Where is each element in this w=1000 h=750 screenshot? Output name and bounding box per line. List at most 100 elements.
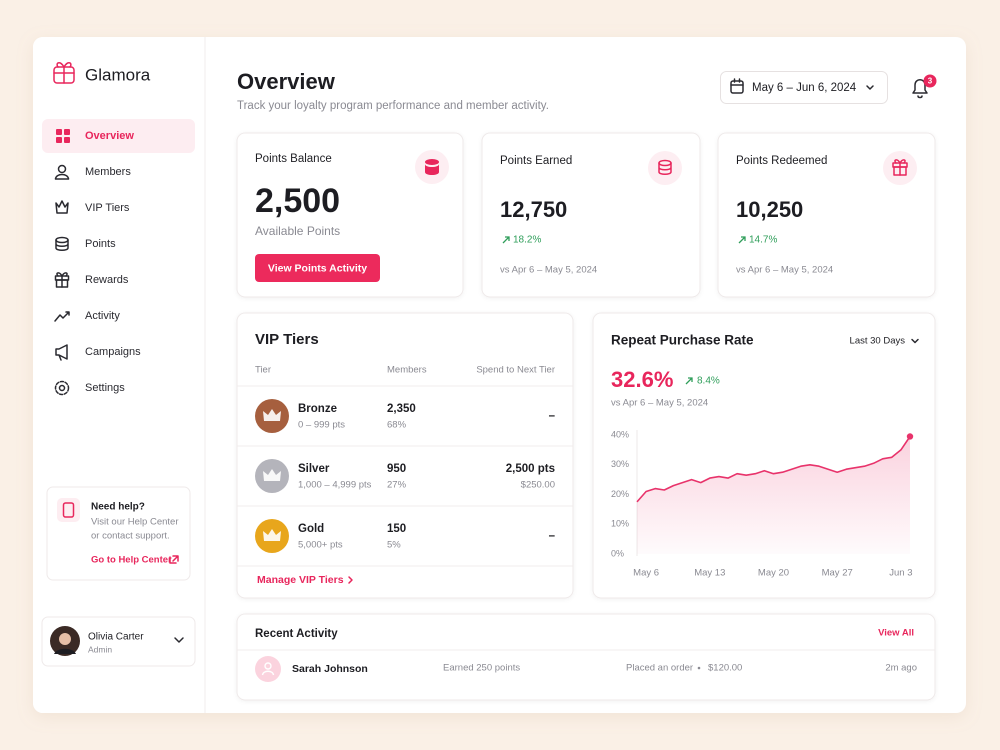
manage-tiers-link[interactable]: Manage VIP Tiers xyxy=(257,574,353,586)
chart-card xyxy=(592,312,936,599)
y-tick-label: 40% xyxy=(611,429,629,439)
activity-amount: $120.00 xyxy=(708,663,742,674)
nav-icon xyxy=(55,200,69,214)
logo-icon xyxy=(53,62,75,84)
tier-name: Bronze xyxy=(298,403,337,415)
tier-range: 1,000 – 4,999 pts xyxy=(298,480,372,491)
up-arrow xyxy=(502,236,510,244)
tier-spend: 2,500 pts xyxy=(506,463,555,475)
column-header: Tier xyxy=(255,365,271,376)
nav-label: Members xyxy=(85,166,131,178)
balance-caption: Available Points xyxy=(255,224,340,238)
x-tick-label: May 27 xyxy=(822,568,853,579)
chart-comparison: vs Apr 6 – May 5, 2024 xyxy=(611,398,708,409)
nav-item[interactable]: Campaigns xyxy=(55,344,141,361)
nav-label: Campaigns xyxy=(85,346,141,358)
nav-label: Rewards xyxy=(85,274,129,286)
bullet xyxy=(697,666,701,670)
user-menu[interactable]: Olivia Carter Admin xyxy=(41,616,196,667)
brand-name: Glamora xyxy=(85,65,151,84)
vip-row[interactable]: Bronze 0 – 999 pts 2,350 68% – xyxy=(237,399,573,447)
stat-card-bg xyxy=(481,132,701,298)
help-box xyxy=(46,486,191,581)
chart-title: Repeat Purchase Rate xyxy=(611,333,754,348)
card-label: Points Balance xyxy=(255,153,332,165)
crown-icon xyxy=(263,409,281,421)
nav-item[interactable]: Settings xyxy=(54,380,126,396)
x-tick-label: May 20 xyxy=(758,568,789,579)
tier-members: 150 xyxy=(387,523,406,535)
notification-badge xyxy=(923,74,937,88)
nav-item[interactable]: Overview xyxy=(56,129,134,143)
y-tick-label: 10% xyxy=(611,519,629,529)
nav-item[interactable]: Activity xyxy=(54,310,120,322)
nav-item[interactable]: Points xyxy=(55,236,116,251)
nav-item[interactable]: VIP Tiers xyxy=(55,200,130,214)
vip-row[interactable]: Silver 1,000 – 4,999 pts 950 27% 2,500 pts $2… xyxy=(237,459,573,507)
nav-label: VIP Tiers xyxy=(85,202,130,214)
stat-value: 12,750 xyxy=(500,197,567,222)
nav-icon xyxy=(54,380,70,396)
tier-name: Gold xyxy=(298,523,324,535)
x-tick-label: May 13 xyxy=(694,568,725,579)
help-link-text[interactable]: Go to Help Center xyxy=(91,555,172,566)
gift-icon xyxy=(892,159,908,176)
view-all-link[interactable]: View All xyxy=(878,628,914,639)
chart-headline: 32.6% xyxy=(611,367,673,392)
nav-icon xyxy=(55,344,68,361)
notifications[interactable]: 3 xyxy=(912,74,937,99)
nav-icon xyxy=(54,272,70,288)
x-tick-label: May 6 xyxy=(633,568,659,579)
nav-label: Activity xyxy=(85,310,120,322)
nav-label: Overview xyxy=(85,130,134,142)
up-arrow xyxy=(738,236,746,244)
date-picker[interactable]: May 6 – Jun 6, 2024 xyxy=(720,71,888,104)
tier-spend-sub: $250.00 xyxy=(521,480,555,491)
help-link[interactable]: Go to Help Center xyxy=(91,555,179,566)
view-activity-button[interactable]: View Points Activity xyxy=(255,254,380,282)
nav-item[interactable]: Rewards xyxy=(54,272,129,288)
person-icon xyxy=(261,662,275,676)
stack-icon xyxy=(658,159,672,175)
coins-icon xyxy=(425,159,439,175)
nav-label: Points xyxy=(85,238,116,250)
vip-row[interactable]: Gold 5,000+ pts 150 5% – xyxy=(237,519,573,567)
column-header: Members xyxy=(387,365,427,376)
chevron xyxy=(911,338,919,344)
bell-icon xyxy=(912,79,928,99)
up-arrow xyxy=(685,377,693,385)
notification-count: 3 xyxy=(928,77,933,86)
stat-value: 10,250 xyxy=(736,197,803,222)
activity-time: 2m ago xyxy=(885,663,917,674)
vip-title: VIP Tiers xyxy=(255,331,319,348)
nav: Overview Members VIP Tiers Points Reward… xyxy=(42,119,195,396)
help-icon xyxy=(62,502,75,518)
tier-share: 68% xyxy=(387,420,407,431)
nav-icon xyxy=(54,311,70,322)
help-text: Visit our Help Center xyxy=(91,517,178,528)
stat-period: vs Apr 6 – May 5, 2024 xyxy=(500,265,597,276)
range-select[interactable]: Last 30 Days xyxy=(850,336,919,347)
activity-card xyxy=(236,613,936,701)
activity-row: Sarah Johnson Earned 250 points Placed a… xyxy=(255,656,917,682)
card-label: Points Earned xyxy=(500,155,572,167)
crown-icon xyxy=(263,529,281,541)
help-icon-bg xyxy=(57,498,80,522)
nav-label: Settings xyxy=(85,382,125,394)
link-text: Manage VIP Tiers xyxy=(257,574,344,586)
nav-item[interactable]: Members xyxy=(54,164,132,180)
nav-icon xyxy=(56,129,70,143)
stat-change: 18.2% xyxy=(513,235,541,246)
nav-highlight xyxy=(42,119,195,153)
stat-change: 14.7% xyxy=(749,235,777,246)
y-tick-label: 30% xyxy=(611,459,629,469)
tier-spend: – xyxy=(549,530,556,542)
button-bg xyxy=(255,254,380,282)
date-picker-box xyxy=(720,71,888,104)
tier-members: 2,350 xyxy=(387,403,416,415)
card-icon-bg xyxy=(648,151,682,185)
date-range: May 6 – Jun 6, 2024 xyxy=(752,82,857,94)
